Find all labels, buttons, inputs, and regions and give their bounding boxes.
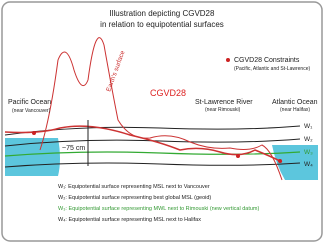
constraint-point — [236, 154, 240, 158]
place-note: (near Rimouski) — [205, 107, 241, 113]
place-note: (near Halifax) — [280, 107, 310, 113]
place-name: Atlantic Ocean — [272, 99, 318, 106]
legend-marker — [226, 58, 230, 62]
surface-description: W₂: Equipotential surface representing b… — [58, 195, 211, 201]
place-name: Pacific Ocean — [8, 99, 51, 106]
surface-label: W₂ — [304, 136, 313, 143]
title-line: in relation to equipotential surfaces — [100, 20, 224, 29]
offset-label: ~75 cm — [62, 145, 85, 152]
cgvd28-label: CGVD28 — [150, 88, 186, 98]
constraint-point — [32, 131, 36, 135]
title-line: Illustration depicting CGVD28 — [110, 9, 215, 18]
surface-description: W₃: Equipotential surface representing M… — [58, 206, 260, 212]
legend-title: CGVD28 Constraints — [234, 57, 300, 64]
surface-label: W₁ — [304, 123, 313, 130]
surface-label: W₄ — [304, 161, 313, 168]
surface-label: W₃ — [304, 149, 313, 156]
surface-description: W₄: Equipotential surface representing M… — [58, 217, 201, 223]
place-name: St-Lawrence River — [195, 99, 253, 106]
place-note: (near Vancouver) — [12, 108, 51, 114]
diagram: Illustration depicting CGVD28 in relatio… — [0, 0, 324, 243]
page: Illustration depicting CGVD28 in relatio… — [0, 0, 324, 243]
constraint-point — [278, 159, 282, 163]
surface-description: W₁: Equipotential surface representing M… — [58, 184, 210, 190]
legend-note: (Pacific, Atlantic and St-Lawrence) — [234, 66, 310, 72]
